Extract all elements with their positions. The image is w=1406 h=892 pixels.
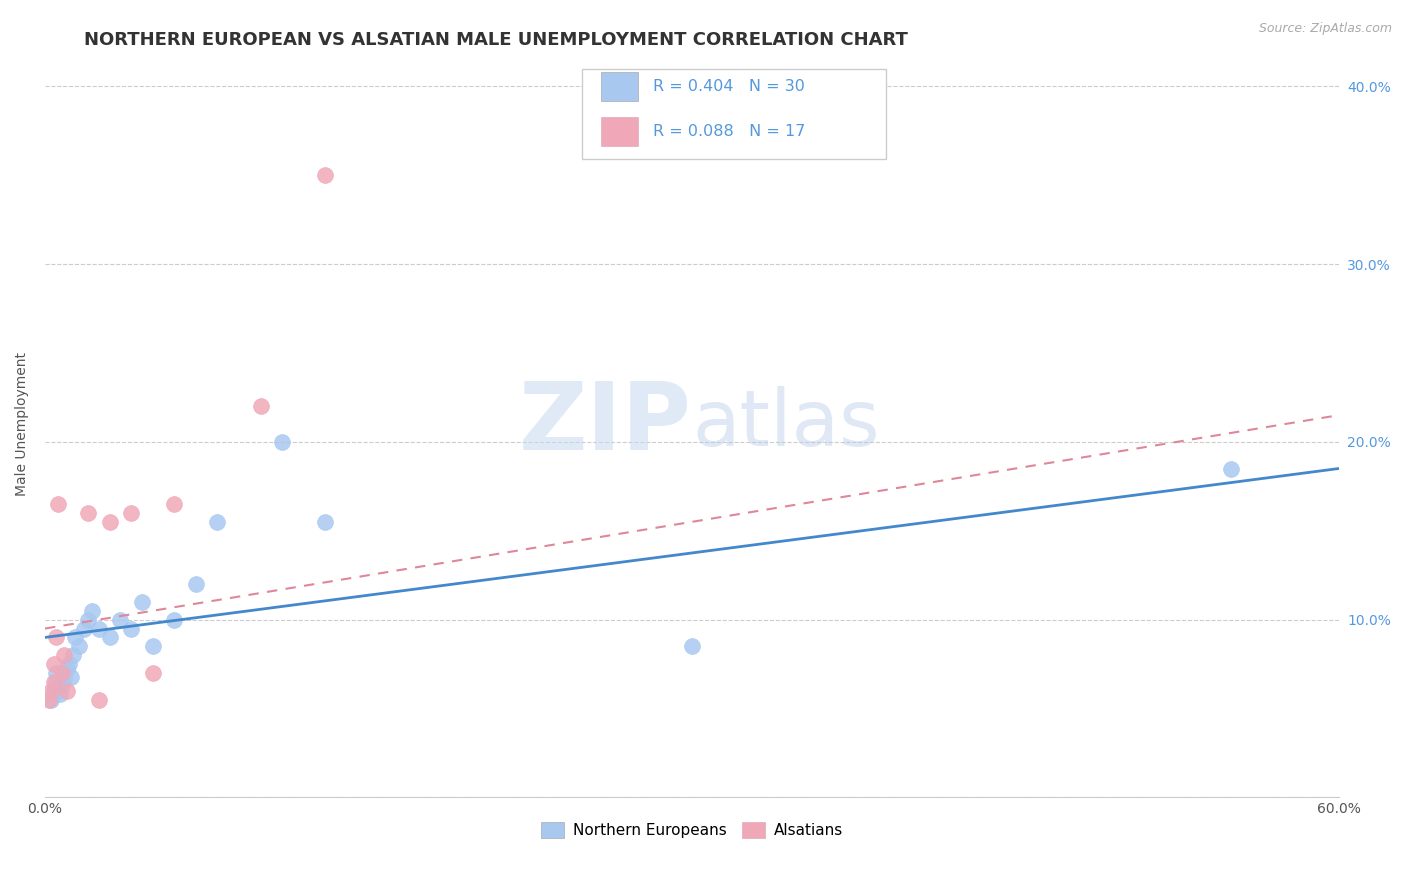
Point <box>120 622 142 636</box>
Point <box>42 683 65 698</box>
Point <box>38 692 60 706</box>
Point <box>53 671 76 685</box>
Point <box>163 497 186 511</box>
Point <box>142 640 165 654</box>
Point <box>45 631 67 645</box>
Point <box>46 683 69 698</box>
Point <box>59 669 82 683</box>
Point <box>314 515 336 529</box>
Point <box>110 613 132 627</box>
Text: ZIP: ZIP <box>519 378 692 470</box>
Point <box>49 687 72 701</box>
Point <box>142 665 165 680</box>
Point <box>51 665 73 680</box>
Point <box>46 497 69 511</box>
Point <box>87 692 110 706</box>
Point <box>69 640 91 654</box>
Point <box>77 613 100 627</box>
Point <box>77 506 100 520</box>
Point <box>42 674 65 689</box>
Point <box>98 515 121 529</box>
Point <box>63 631 86 645</box>
Point <box>55 662 77 676</box>
Point <box>314 168 336 182</box>
Point <box>42 657 65 672</box>
Text: NORTHERN EUROPEAN VS ALSATIAN MALE UNEMPLOYMENT CORRELATION CHART: NORTHERN EUROPEAN VS ALSATIAN MALE UNEMP… <box>84 31 908 49</box>
FancyBboxPatch shape <box>602 72 637 101</box>
Point <box>55 683 77 698</box>
Point <box>98 631 121 645</box>
Point <box>41 692 63 706</box>
Point <box>82 604 104 618</box>
Point <box>87 622 110 636</box>
Point <box>271 434 294 449</box>
Text: atlas: atlas <box>692 386 879 462</box>
Point <box>120 506 142 520</box>
Text: R = 0.404   N = 30: R = 0.404 N = 30 <box>652 79 806 94</box>
Legend: Northern Europeans, Alsatians: Northern Europeans, Alsatians <box>533 814 851 846</box>
FancyBboxPatch shape <box>602 117 637 145</box>
Point <box>73 622 96 636</box>
FancyBboxPatch shape <box>582 70 886 159</box>
Point <box>249 399 271 413</box>
Point <box>681 640 703 654</box>
Point <box>1220 461 1243 475</box>
Point <box>62 648 84 663</box>
Point <box>41 683 63 698</box>
Point <box>51 678 73 692</box>
Point <box>45 674 67 689</box>
Text: Source: ZipAtlas.com: Source: ZipAtlas.com <box>1258 22 1392 36</box>
Point <box>45 665 67 680</box>
Point <box>131 595 153 609</box>
Point <box>53 648 76 663</box>
Text: R = 0.088   N = 17: R = 0.088 N = 17 <box>652 124 806 139</box>
Point <box>184 577 207 591</box>
Point <box>58 657 80 672</box>
Point <box>163 613 186 627</box>
Point <box>207 515 229 529</box>
Y-axis label: Male Unemployment: Male Unemployment <box>15 352 30 496</box>
